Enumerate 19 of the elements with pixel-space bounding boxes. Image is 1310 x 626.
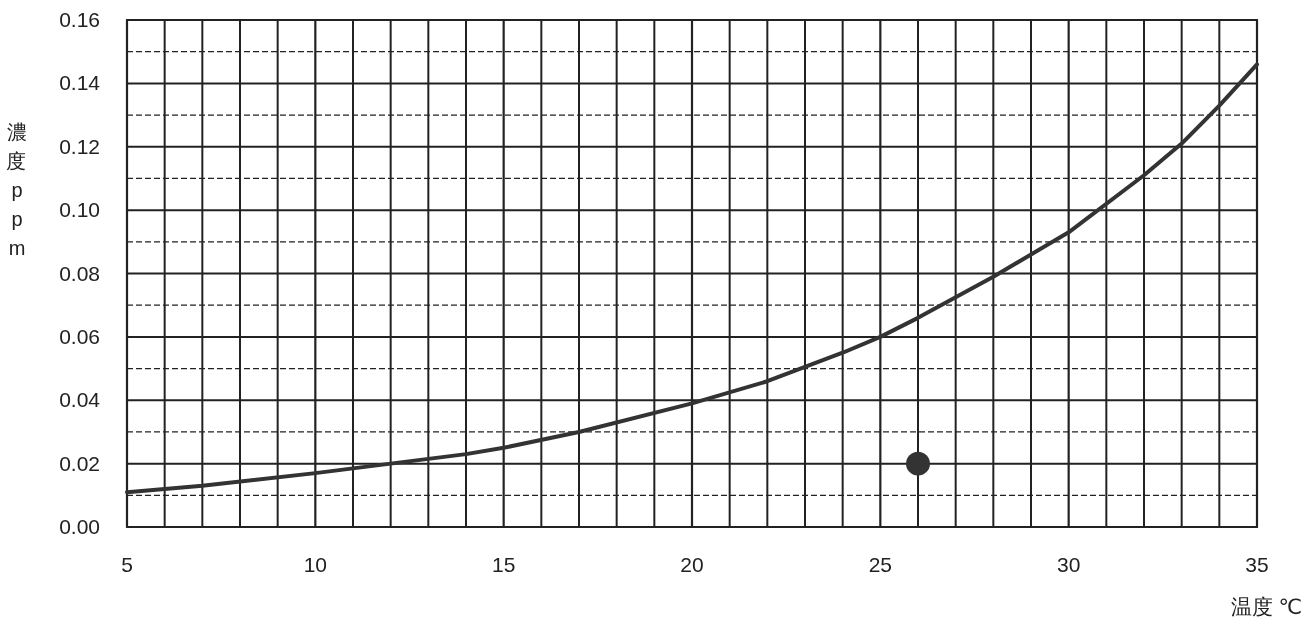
x-tick-label: 35 <box>1245 553 1269 576</box>
x-tick-label: 10 <box>303 553 328 576</box>
y-tick-label: 0.14 <box>59 71 101 95</box>
y-tick-label: 0.08 <box>59 261 100 285</box>
x-tick-label: 20 <box>680 553 704 576</box>
y-axis-title: 濃度 ppm <box>6 120 28 261</box>
x-tick-label: 30 <box>1056 553 1081 576</box>
x-tick-label: 25 <box>868 553 893 576</box>
x-tick-label: 5 <box>121 553 133 576</box>
y-tick-label: 0.00 <box>59 515 100 538</box>
x-tick-label: 15 <box>491 553 516 576</box>
y-tick-label: 0.12 <box>59 134 100 158</box>
y-tick-label: 0.02 <box>59 451 100 475</box>
x-axis-title: 温度 ℃ <box>1230 595 1302 618</box>
y-tick-label: 0.06 <box>59 324 100 348</box>
y-tick-label: 0.10 <box>59 198 100 222</box>
y-tick-label: 0.16 <box>59 8 100 31</box>
line-series <box>125 62 1259 495</box>
y-tick-label: 0.04 <box>59 388 101 412</box>
